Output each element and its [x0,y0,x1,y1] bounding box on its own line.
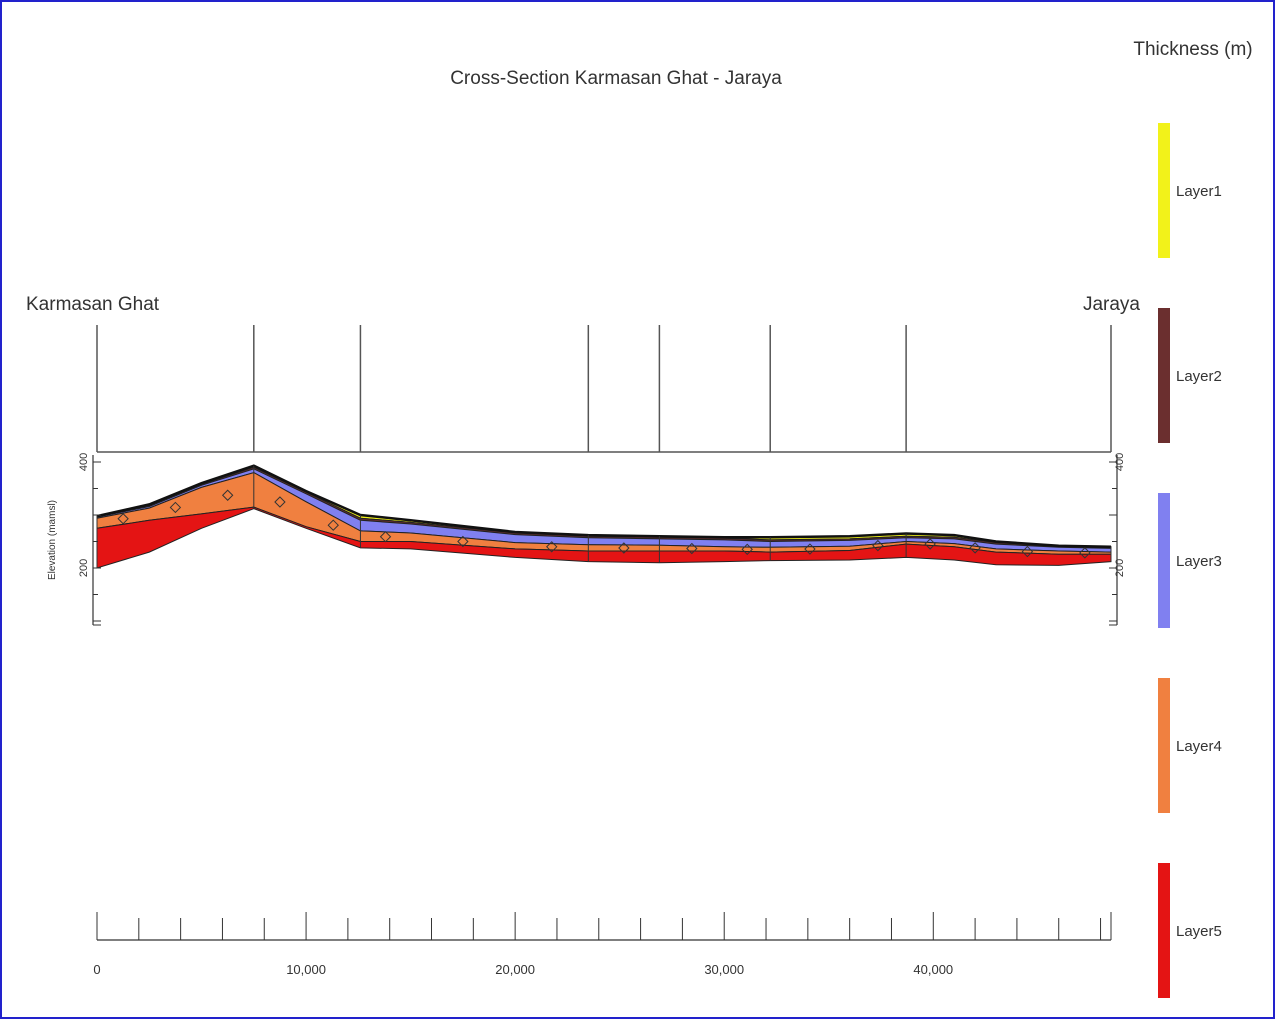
legend-label-layer5: Layer5 [1176,923,1222,940]
legend-label-layer4: Layer4 [1176,738,1222,755]
left-station-label: Karmasan Ghat [26,294,160,315]
layer4-symbol [327,519,339,531]
layer4-symbol [546,541,558,553]
right-station-label: Jaraya [1083,294,1140,315]
layer4-symbol [1079,547,1091,559]
elevation-axis-label: Elevation (mamsl) [47,500,58,580]
legend-title: Thickness (m) [1133,39,1252,60]
legend-label-layer2: Layer2 [1176,368,1222,385]
distance-scale-bar: 0 10,000 20,000 30,000 40,000 [93,912,1112,977]
left-elevation-axis: 200 400 [78,453,101,626]
left-elev-tick-label: 200 [78,559,90,577]
legend-label-layer3: Layer3 [1176,553,1222,570]
layer-polygons [96,464,1112,569]
left-elev-tick-label: 400 [78,453,90,471]
layer4-symbol [872,539,884,552]
legend-swatch-layer5 [1158,863,1170,998]
scale-tick-label: 40,000 [913,962,953,977]
borehole-lines [96,325,1112,453]
scale-tick-label: 10,000 [286,962,326,977]
right-elevation-axis: 200 400 [1109,453,1126,626]
layer4-symbol [379,531,392,543]
legend-swatch-layer1 [1158,123,1170,258]
scale-tick-label: 30,000 [704,962,744,977]
layer4-symbol [457,535,469,548]
right-elev-tick-label: 400 [1114,453,1126,471]
layer4-symbol [1021,545,1034,558]
legend-swatch-layer3 [1158,493,1170,628]
scale-tick-label: 20,000 [495,962,535,977]
layer4-symbol [969,542,981,554]
layer4-symbol [221,489,234,501]
layer4-symbol [169,501,182,514]
layer4-symbol [686,542,698,555]
legend-swatch-layer4 [1158,678,1170,813]
legend-swatch-layer2 [1158,308,1170,443]
layer4-symbol [117,513,129,525]
layer4-symbol [274,496,286,508]
ground-surface-line [96,464,1112,549]
layer-legend: Layer1 Layer2 Layer3 Layer4 Layer5 [1158,123,1222,998]
layer4-symbol [804,543,816,555]
scale-tick-label: 0 [93,962,100,977]
chart-title: Cross-Section Karmasan Ghat - Jaraya [450,68,782,89]
legend-label-layer1: Layer1 [1176,183,1222,200]
layer4-symbol [618,542,630,554]
layer4-symbol [741,543,753,556]
right-elev-tick-label: 200 [1114,559,1126,577]
layer4-symbol [924,538,936,550]
